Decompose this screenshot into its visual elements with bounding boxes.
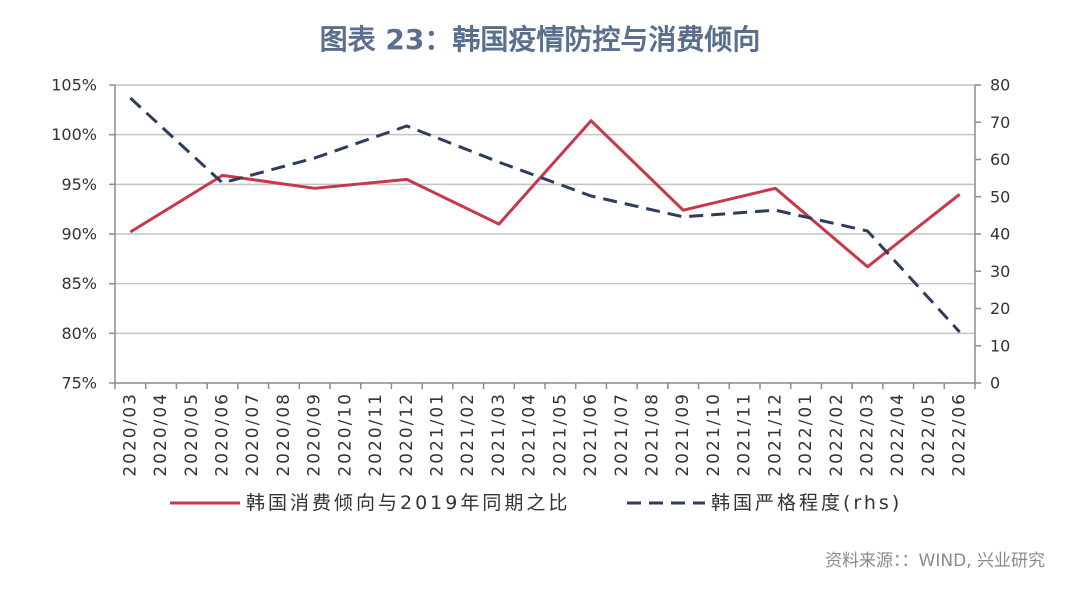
legend-label-consumption: 韩国消费倾向与2019年同期之比 xyxy=(246,492,570,514)
x-axis-tick-label: 2020/08 xyxy=(274,392,294,477)
right-axis-tick-label: 40 xyxy=(990,225,1010,244)
x-axis-tick-label: 2021/06 xyxy=(581,392,601,477)
x-axis-tick-label: 2022/03 xyxy=(858,392,878,477)
axes: 75% 80% 85% 90% 95% 100% 105% 0 10 20 30 40 50 60 70 80… xyxy=(51,76,1010,477)
x-axis-tick-label: 2021/08 xyxy=(643,392,663,477)
x-axis-tick-label: 2021/11 xyxy=(735,392,755,477)
x-axis-tick-label: 2022/04 xyxy=(888,392,908,477)
legend: 韩国消费倾向与2019年同期之比 韩国严格程度(rhs) xyxy=(170,492,902,514)
right-axis-tick-label: 0 xyxy=(990,374,1000,393)
legend-item-consumption: 韩国消费倾向与2019年同期之比 xyxy=(170,492,570,514)
left-axis-tick-label: 85% xyxy=(61,274,97,293)
right-axis-tick-label: 60 xyxy=(990,150,1010,169)
x-axis-tick-label: 2021/09 xyxy=(673,392,693,477)
source-note: 资料来源：：WIND, 兴业研究 xyxy=(825,551,1045,571)
x-axis-tick-label: 2020/05 xyxy=(182,392,202,477)
left-axis-tick-label: 100% xyxy=(51,125,97,144)
x-axis-tick-label: 2022/01 xyxy=(796,392,816,477)
x-axis-tick-label: 2020/12 xyxy=(397,392,417,477)
series-line-consumption xyxy=(129,119,961,269)
x-axis-tick-label: 2022/02 xyxy=(827,392,847,477)
x-axis-tick-label: 2021/05 xyxy=(550,392,570,477)
series xyxy=(129,96,961,333)
x-axis-tick-label: 2021/07 xyxy=(612,392,632,477)
x-axis-tick-label: 2020/07 xyxy=(243,392,263,477)
x-axis-tick-label: 2021/04 xyxy=(520,392,540,477)
right-axis-tick-label: 70 xyxy=(990,113,1010,132)
left-axis-tick-label: 90% xyxy=(61,225,97,244)
x-axis-tick-label: 2021/03 xyxy=(489,392,509,477)
legend-label-stringency: 韩国严格程度(rhs) xyxy=(711,492,902,514)
right-axis-tick-label: 80 xyxy=(990,76,1010,95)
right-axis-tick-label: 10 xyxy=(990,336,1010,355)
x-axis-tick-label: 2020/06 xyxy=(213,392,233,477)
legend-item-stringency: 韩国严格程度(rhs) xyxy=(627,492,902,514)
left-axis-tick-label: 95% xyxy=(61,175,97,194)
x-axis-tick-label: 2022/06 xyxy=(950,392,970,477)
x-axis-tick-label: 2021/02 xyxy=(458,392,478,477)
right-axis-tick-label: 50 xyxy=(990,187,1010,206)
left-axis-tick-label: 105% xyxy=(51,76,97,95)
x-axis-tick-label: 2020/09 xyxy=(305,392,325,477)
left-axis-tick-label: 80% xyxy=(61,324,97,343)
x-axis-tick-label: 2020/10 xyxy=(335,392,355,477)
series-line-stringency xyxy=(129,96,961,333)
x-axis-tick-label: 2020/03 xyxy=(120,392,140,477)
x-axis-tick-label: 2021/12 xyxy=(765,392,785,477)
left-axis-tick-label: 75% xyxy=(61,374,97,393)
x-axis-tick-label: 2022/05 xyxy=(919,392,939,477)
x-axis-tick-label: 2021/10 xyxy=(704,392,724,477)
gridlines xyxy=(115,84,975,335)
right-axis-tick-label: 30 xyxy=(990,262,1010,281)
chart-title: 图表 23：韩国疫情防控与消费倾向 xyxy=(319,23,761,56)
x-axis-tick-label: 2020/04 xyxy=(151,392,171,477)
x-axis-tick-label: 2021/01 xyxy=(428,392,448,477)
x-axis-tick-label: 2020/11 xyxy=(366,392,386,477)
right-axis-tick-label: 20 xyxy=(990,299,1010,318)
